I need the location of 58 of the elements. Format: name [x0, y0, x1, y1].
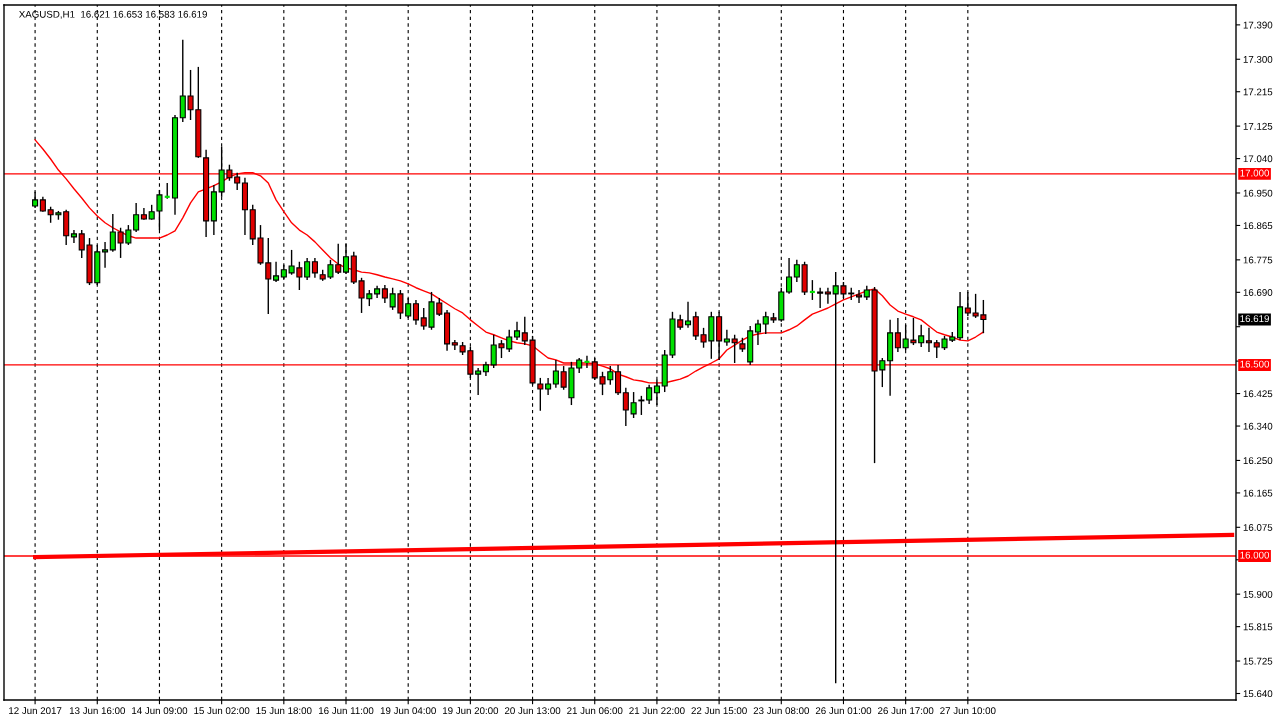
- ref-line-label: 16.000: [1240, 551, 1270, 559]
- candlestick: [723, 329, 730, 347]
- y-tick-label: 16.425: [1243, 390, 1273, 398]
- ref-line-label: 16.500: [1240, 360, 1270, 368]
- candlestick: [925, 327, 933, 353]
- x-tick-label: 19 Jun 20:00: [443, 707, 499, 715]
- annotation: 16.619: [1240, 315, 1269, 323]
- candlestick: [615, 364, 622, 396]
- x-tick-label: 27 Jun 10:00: [940, 707, 996, 715]
- y-tick-label: 16.690: [1243, 289, 1273, 296]
- x-tick-label: 20 Jun 13:00: [504, 707, 561, 715]
- x-tick-label: 26 Jun 01:00: [815, 707, 872, 715]
- candlestick: [513, 321, 521, 341]
- candlestick: [786, 257, 793, 295]
- candlestick: [731, 334, 738, 364]
- y-tick-label: 17.125: [1243, 122, 1273, 130]
- x-tick-label: 14 Jun 09:00: [132, 707, 188, 715]
- candlestick: [894, 317, 901, 353]
- candlestick: [855, 289, 863, 304]
- y-tick-label: 16.165: [1243, 489, 1273, 497]
- x-tick-label: 16 Jun 11:00: [319, 707, 374, 715]
- candlestick: [311, 257, 318, 279]
- candlestick: [808, 279, 816, 301]
- x-tick-label: 21 Jun 06:00: [567, 707, 623, 715]
- x-tick-label: 26 Jun 17:00: [878, 707, 934, 715]
- y-tick-label: 17.390: [1243, 21, 1273, 29]
- candlestick: [817, 287, 824, 309]
- candlestick: [684, 301, 692, 329]
- candlestick: [824, 287, 831, 305]
- y-tick-label: 16.865: [1243, 222, 1273, 230]
- candlestick: [102, 241, 109, 269]
- y-tick-label: 17.215: [1243, 88, 1273, 96]
- ref-line-label: 17.000: [1240, 169, 1270, 177]
- y-tick-label: 16.340: [1243, 422, 1273, 430]
- candlestick: [412, 299, 420, 326]
- x-tick-label: 13 Jun 16:00: [69, 707, 126, 715]
- y-tick-label: 16.775: [1243, 256, 1273, 264]
- candlestick: [583, 355, 591, 369]
- y-tick-label: 16.250: [1243, 457, 1273, 465]
- y-tick-label: 15.640: [1243, 690, 1273, 698]
- y-tick-label: 17.040: [1243, 155, 1273, 163]
- x-tick-label: 15 Jun 02:00: [194, 707, 250, 715]
- y-tick-label: 16.075: [1243, 524, 1273, 531]
- candlestick: [552, 359, 559, 389]
- x-tick-label: 12 Jun 2017: [9, 707, 62, 715]
- y-tick-label: 15.815: [1243, 623, 1273, 631]
- x-tick-label: 21 Jun 22:00: [629, 707, 685, 715]
- candlestick: [754, 319, 762, 346]
- x-tick-label: 15 Jun 18:00: [256, 707, 312, 715]
- x-tick-label: 23 Jun 08:00: [753, 707, 810, 715]
- x-tick-label: 19 Jun 04:00: [380, 707, 436, 715]
- y-tick-label: 15.900: [1243, 590, 1273, 598]
- y-tick-label: 15.725: [1243, 657, 1273, 665]
- y-tick-label: 17.300: [1243, 55, 1273, 63]
- candlestick: [273, 261, 280, 283]
- text: XAGUSD,H1 16.621 16.653 16.583 16.619: [19, 10, 207, 19]
- y-tick-label: 16.950: [1243, 189, 1273, 197]
- x-tick-label: 22 Jun 15:00: [691, 707, 747, 715]
